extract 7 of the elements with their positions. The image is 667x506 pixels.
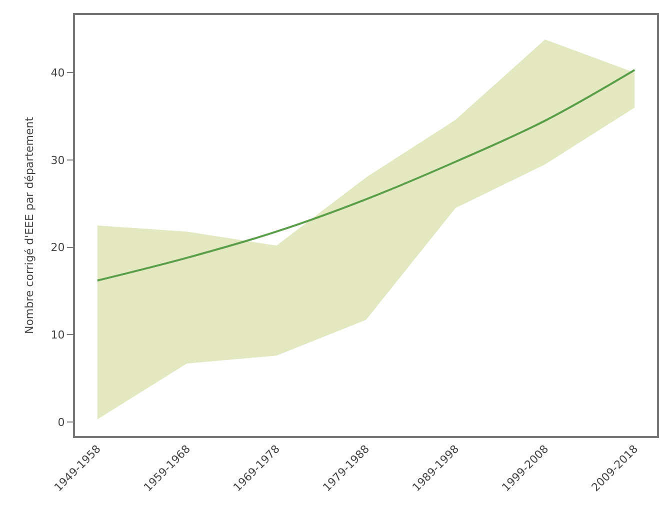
line-series (96, 69, 636, 282)
y-tick-label: 30 (50, 154, 65, 167)
y-tick-label: 40 (50, 66, 65, 80)
y-tick-label: 20 (50, 241, 65, 254)
y-axis-title: Nombre corrigé d'EEE par département (22, 116, 36, 334)
y-tick-label: 10 (50, 328, 65, 342)
y-tick-label: 0 (58, 416, 65, 429)
